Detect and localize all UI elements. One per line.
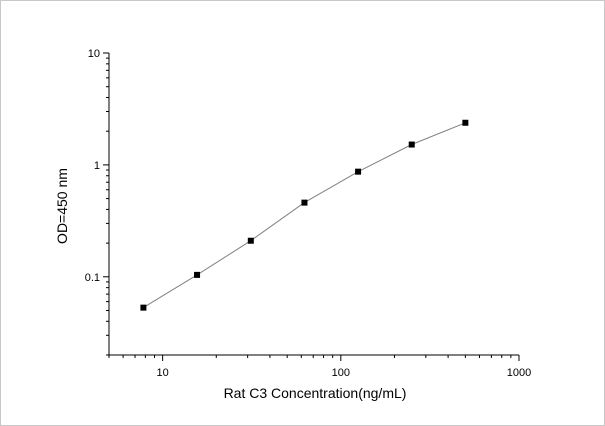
data-point: [355, 168, 362, 175]
data-points: [140, 119, 469, 311]
data-point: [408, 141, 415, 148]
y-tick-label: 1: [94, 160, 100, 172]
axes: 10 100 1000 0.1 1 10: [85, 48, 532, 379]
x-tick-label: 1000: [507, 367, 531, 379]
data-point: [462, 119, 469, 126]
x-tick-label: 10: [157, 367, 169, 379]
fit-curve-layer: [143, 122, 466, 309]
y-tick-label: 0.1: [85, 272, 100, 284]
data-point: [140, 304, 147, 311]
fit-curve: [143, 122, 466, 309]
x-tick-label: 100: [332, 367, 350, 379]
y-tick-label: 10: [88, 48, 100, 60]
data-point: [194, 271, 201, 278]
data-point: [247, 237, 254, 244]
x-axis-label: Rat C3 Concentration(ng/mL): [224, 385, 407, 401]
data-point: [301, 199, 308, 206]
y-axis-label: OD=450 nm: [54, 168, 70, 244]
